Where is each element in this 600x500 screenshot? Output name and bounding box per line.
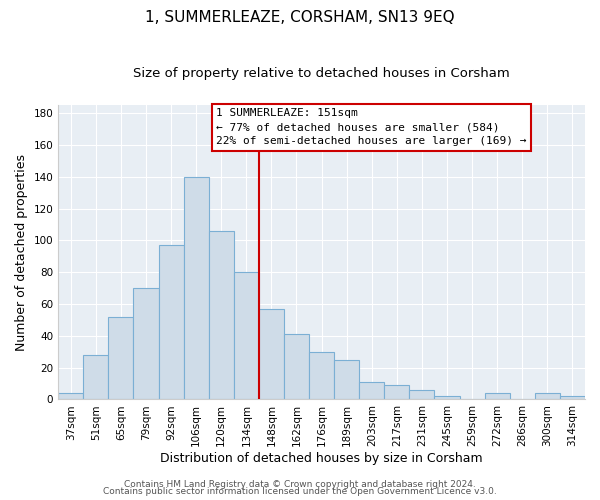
Bar — [334, 360, 359, 400]
Text: 1 SUMMERLEAZE: 151sqm
← 77% of detached houses are smaller (584)
22% of semi-det: 1 SUMMERLEAZE: 151sqm ← 77% of detached … — [216, 108, 527, 146]
Bar — [158, 245, 184, 400]
Bar — [184, 177, 209, 400]
Title: Size of property relative to detached houses in Corsham: Size of property relative to detached ho… — [133, 68, 510, 80]
Bar — [234, 272, 259, 400]
Bar — [83, 355, 109, 400]
Text: Contains HM Land Registry data © Crown copyright and database right 2024.: Contains HM Land Registry data © Crown c… — [124, 480, 476, 489]
Bar — [209, 231, 234, 400]
X-axis label: Distribution of detached houses by size in Corsham: Distribution of detached houses by size … — [160, 452, 483, 465]
Bar — [309, 352, 334, 400]
Bar — [434, 396, 460, 400]
Bar — [409, 390, 434, 400]
Bar — [133, 288, 158, 400]
Text: Contains public sector information licensed under the Open Government Licence v3: Contains public sector information licen… — [103, 487, 497, 496]
Bar — [385, 385, 409, 400]
Bar — [109, 317, 133, 400]
Bar — [58, 393, 83, 400]
Bar — [560, 396, 585, 400]
Bar — [535, 393, 560, 400]
Bar — [284, 334, 309, 400]
Bar — [259, 309, 284, 400]
Bar — [359, 382, 385, 400]
Text: 1, SUMMERLEAZE, CORSHAM, SN13 9EQ: 1, SUMMERLEAZE, CORSHAM, SN13 9EQ — [145, 10, 455, 25]
Y-axis label: Number of detached properties: Number of detached properties — [15, 154, 28, 351]
Bar — [485, 393, 510, 400]
